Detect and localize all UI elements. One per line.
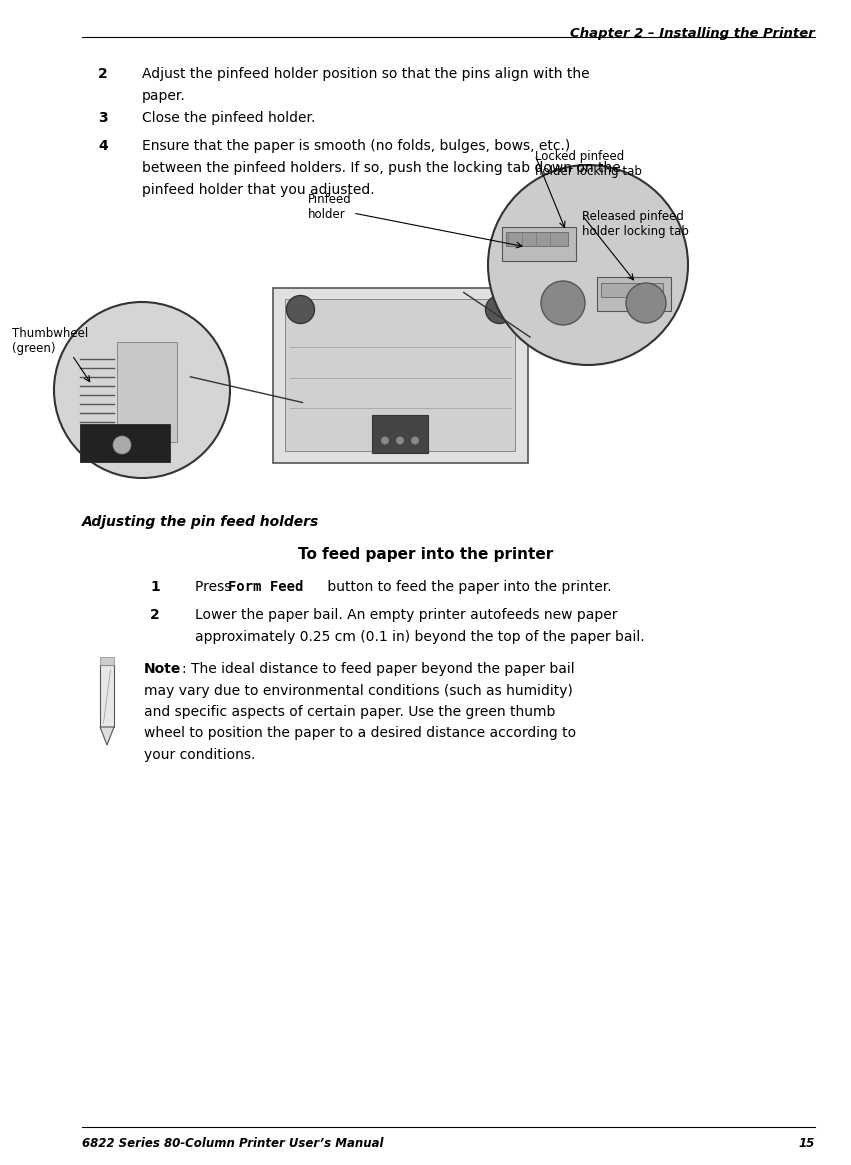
Text: Adjusting the pin feed holders: Adjusting the pin feed holders <box>82 515 319 529</box>
Circle shape <box>626 283 666 323</box>
Text: 2: 2 <box>151 608 160 622</box>
FancyBboxPatch shape <box>117 343 177 442</box>
Text: 4: 4 <box>98 139 108 153</box>
Text: approximately 0.25 cm (0.1 in) beyond the top of the paper bail.: approximately 0.25 cm (0.1 in) beyond th… <box>195 630 644 644</box>
Circle shape <box>396 437 404 445</box>
Polygon shape <box>100 727 114 744</box>
Polygon shape <box>100 665 114 727</box>
Text: 2: 2 <box>98 68 108 82</box>
Circle shape <box>287 296 315 324</box>
Circle shape <box>54 302 230 478</box>
Text: Adjust the pinfeed holder position so that the pins align with the: Adjust the pinfeed holder position so th… <box>142 68 590 82</box>
Text: 3: 3 <box>99 111 108 125</box>
Text: Close the pinfeed holder.: Close the pinfeed holder. <box>142 111 316 125</box>
Text: pinfeed holder that you adjusted.: pinfeed holder that you adjusted. <box>142 183 374 197</box>
FancyBboxPatch shape <box>506 232 568 246</box>
Circle shape <box>411 437 419 445</box>
Text: your conditions.: your conditions. <box>144 748 255 762</box>
Text: 6822 Series 80-Column Printer User’s Manual: 6822 Series 80-Column Printer User’s Man… <box>82 1137 384 1150</box>
FancyBboxPatch shape <box>80 424 170 463</box>
Text: Released pinfeed
holder locking tab: Released pinfeed holder locking tab <box>582 210 688 238</box>
Text: may vary due to environmental conditions (such as humidity): may vary due to environmental conditions… <box>144 684 573 698</box>
Text: 1: 1 <box>151 580 160 594</box>
FancyBboxPatch shape <box>284 299 516 451</box>
Text: Chapter 2 – Installing the Printer: Chapter 2 – Installing the Printer <box>570 27 815 40</box>
Text: and specific aspects of certain paper. Use the green thumb: and specific aspects of certain paper. U… <box>144 705 556 719</box>
FancyBboxPatch shape <box>597 277 671 311</box>
FancyBboxPatch shape <box>502 227 576 261</box>
Text: Pinfeed
holder: Pinfeed holder <box>308 193 351 221</box>
Text: Press: Press <box>195 580 236 594</box>
FancyBboxPatch shape <box>272 288 528 463</box>
FancyBboxPatch shape <box>372 415 428 452</box>
Circle shape <box>486 296 513 324</box>
Text: Note: Note <box>144 662 181 676</box>
FancyBboxPatch shape <box>601 283 663 297</box>
Circle shape <box>541 281 585 325</box>
Circle shape <box>488 165 688 365</box>
Text: Form Feed: Form Feed <box>228 580 303 594</box>
FancyBboxPatch shape <box>100 657 114 665</box>
Text: between the pinfeed holders. If so, push the locking tab down on the: between the pinfeed holders. If so, push… <box>142 161 620 175</box>
Text: : The ideal distance to feed paper beyond the paper bail: : The ideal distance to feed paper beyon… <box>182 662 574 676</box>
Text: button to feed the paper into the printer.: button to feed the paper into the printe… <box>323 580 612 594</box>
Text: Thumbwheel
(green): Thumbwheel (green) <box>12 327 89 355</box>
Circle shape <box>381 437 389 445</box>
Text: paper.: paper. <box>142 89 186 103</box>
Text: 15: 15 <box>799 1137 815 1150</box>
Text: Ensure that the paper is smooth (no folds, bulges, bows, etc.): Ensure that the paper is smooth (no fold… <box>142 139 570 153</box>
Text: Lower the paper bail. An empty printer autofeeds new paper: Lower the paper bail. An empty printer a… <box>195 608 618 622</box>
Text: wheel to position the paper to a desired distance according to: wheel to position the paper to a desired… <box>144 727 576 741</box>
Text: To feed paper into the printer: To feed paper into the printer <box>298 548 553 562</box>
Circle shape <box>113 436 131 454</box>
Text: Locked pinfeed
holder locking tab: Locked pinfeed holder locking tab <box>535 150 642 178</box>
